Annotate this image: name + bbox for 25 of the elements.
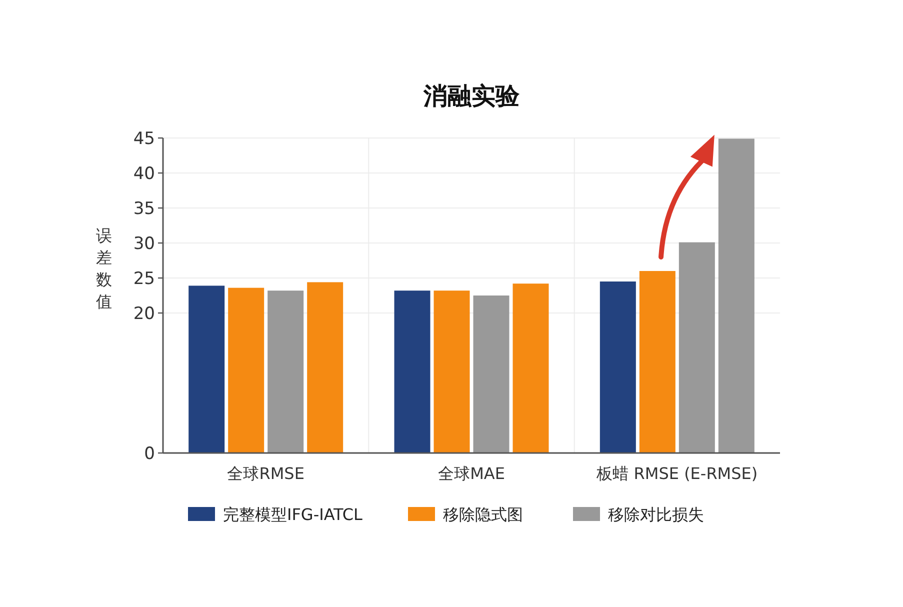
bar (268, 290, 304, 453)
y-tick-label: 35 (133, 199, 155, 219)
bar (394, 290, 430, 453)
bar (512, 284, 549, 453)
bar (434, 290, 470, 453)
bar (600, 282, 636, 453)
legend-label: 完整模型IFG-IATCL (223, 505, 363, 524)
y-tick-label: 40 (133, 164, 155, 184)
y-tick-label: 30 (133, 234, 155, 254)
x-tick-label: 全球RMSE (227, 464, 304, 483)
x-tick-label: 全球MAE (438, 464, 505, 483)
bar (188, 286, 225, 453)
y-axis-title: 误差数值 (96, 226, 112, 311)
legend-label: 移除对比损失 (608, 505, 704, 524)
bar (228, 288, 264, 453)
x-tick-label: 板蜡 RMSE (E-RMSE) (596, 464, 758, 483)
chart-title: 消融实验 (422, 82, 520, 110)
y-tick-label: 45 (133, 129, 155, 149)
y-tick-label: 20 (133, 304, 155, 324)
bar (639, 271, 676, 453)
y-tick-label: 25 (133, 269, 155, 289)
legend-label: 移除隐式图 (443, 505, 523, 524)
y-tick-label: 0 (144, 444, 155, 464)
bar (473, 296, 510, 453)
bar (307, 282, 344, 453)
